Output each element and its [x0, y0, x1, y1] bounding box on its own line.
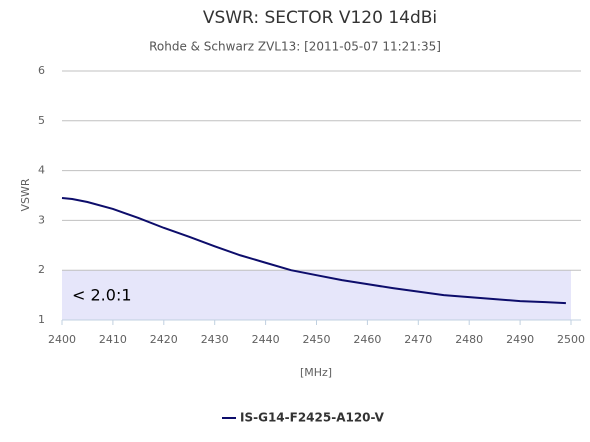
chart-subtitle: Rohde & Schwarz ZVL13: [2011-05-07 11:21…	[149, 40, 441, 54]
x-tick-label: 2460	[353, 333, 381, 346]
x-tick-label: 2420	[150, 333, 178, 346]
y-tick-label: 5	[38, 114, 45, 127]
x-tick-label: 2440	[252, 333, 280, 346]
x-tick-label: 2410	[99, 333, 127, 346]
x-tick-label: 2500	[557, 333, 585, 346]
x-tick-label: 2470	[404, 333, 432, 346]
x-tick-label: 2400	[48, 333, 76, 346]
plot-band	[62, 270, 571, 320]
y-tick-label: 4	[38, 164, 45, 177]
legend-label: IS-G14-F2425-A120-V	[240, 411, 385, 425]
chart-title: VSWR: SECTOR V120 14dBi	[203, 8, 437, 28]
x-axis-label: [MHz]	[300, 366, 332, 379]
x-tick-label: 2480	[455, 333, 483, 346]
y-tick-label: 3	[38, 213, 45, 226]
y-axis-label: VSWR	[19, 178, 32, 211]
x-tick-label: 2430	[201, 333, 229, 346]
data-line	[61, 196, 566, 305]
y-tick-label: 2	[38, 263, 45, 276]
y-tick-label: 1	[38, 313, 45, 326]
plot-band-label: < 2.0:1	[72, 286, 132, 305]
x-tick-label: 2490	[506, 333, 534, 346]
y-tick-label: 6	[38, 64, 45, 77]
x-tick-label: 2450	[303, 333, 331, 346]
